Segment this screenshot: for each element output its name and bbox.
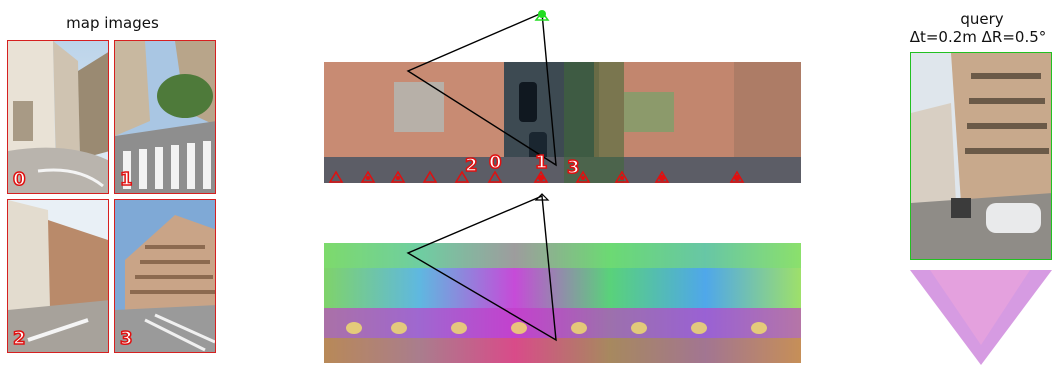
map-image-index: 3 — [119, 327, 133, 350]
query-image[interactable] — [910, 52, 1052, 260]
map-image-3[interactable]: 3 — [114, 199, 216, 353]
street-photo — [115, 41, 215, 193]
street-photo — [8, 41, 108, 193]
map-image-2[interactable]: 2 — [7, 199, 109, 353]
query-title: query — [960, 10, 1004, 28]
street-photo — [8, 200, 108, 352]
map-image-0[interactable]: 0 — [7, 40, 109, 194]
aerial-label: 1 — [534, 151, 548, 174]
query-feature-fan — [910, 270, 1052, 365]
feature-map — [324, 243, 801, 363]
aerial-image — [324, 62, 801, 183]
aerial-label: 3 — [566, 156, 580, 179]
map-image-index: 1 — [119, 168, 133, 191]
query-position-marker — [538, 10, 546, 18]
map-image-index: 2 — [12, 327, 26, 350]
map-images-title: map images — [66, 14, 159, 32]
street-photo — [911, 53, 1051, 259]
map-image-1[interactable]: 1 — [114, 40, 216, 194]
aerial-label: 2 — [464, 154, 478, 177]
map-image-index: 0 — [12, 168, 26, 191]
query-pose-error: Δt=0.2m ΔR=0.5° — [909, 28, 1047, 46]
aerial-label: 0 — [488, 151, 502, 174]
street-photo — [115, 200, 215, 352]
query-orientation-marker — [534, 10, 550, 21]
